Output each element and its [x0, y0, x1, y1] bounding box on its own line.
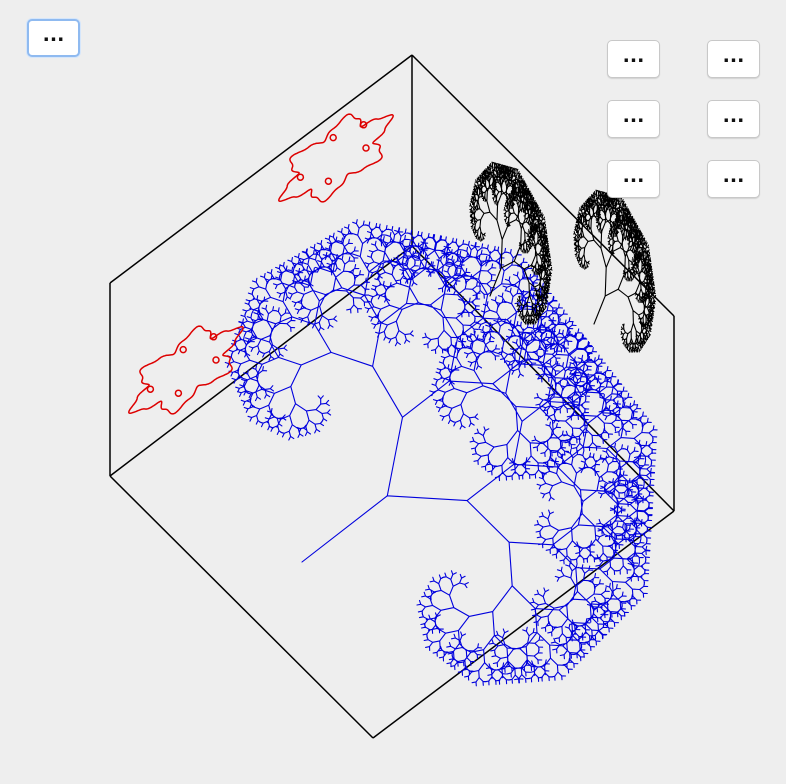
right-wall-fractal-tree-1: [469, 161, 553, 325]
control-button-2[interactable]: ...: [707, 40, 760, 78]
control-button-6[interactable]: ...: [707, 160, 760, 198]
control-button-1[interactable]: ...: [607, 40, 660, 78]
left-wall-fractal-curve-2: [128, 325, 244, 415]
control-button-3[interactable]: ...: [607, 100, 660, 138]
left-wall-fractal-curve-1: [278, 113, 394, 203]
floor-fractal-tree: [224, 219, 658, 687]
menu-button[interactable]: ...: [27, 19, 80, 57]
right-wall-fractal-tree-2: [573, 189, 657, 353]
control-button-5[interactable]: ...: [607, 160, 660, 198]
control-button-4[interactable]: ...: [707, 100, 760, 138]
